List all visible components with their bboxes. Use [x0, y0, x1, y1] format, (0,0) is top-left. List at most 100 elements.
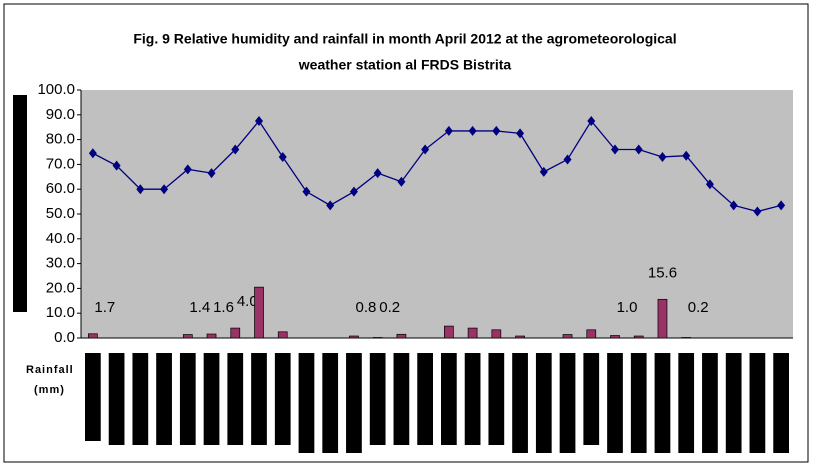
- y-tick-label: 40.0: [46, 230, 75, 247]
- plot-background: [81, 90, 793, 338]
- table-cell: [583, 353, 600, 445]
- y-tick-label: 90.0: [46, 106, 75, 123]
- y-tick-label: 100.0: [37, 81, 75, 98]
- humidity-marker: [231, 144, 240, 155]
- humidity-marker: [421, 144, 430, 155]
- humidity-marker: [183, 164, 192, 175]
- rainfall-bar: [491, 329, 502, 339]
- rainfall-bar: [467, 327, 478, 339]
- table-cell: [203, 353, 220, 445]
- rainfall-bar: [349, 335, 359, 339]
- humidity-marker: [255, 116, 263, 126]
- data-label: 1.7: [94, 299, 115, 316]
- humidity-marker: [658, 151, 667, 162]
- rainfall-bar: [610, 335, 620, 339]
- data-label: 0.8: [356, 299, 377, 316]
- humidity-marker: [326, 200, 335, 211]
- table-cell: [773, 353, 789, 453]
- chart-title: Fig. 9 Relative humidity and rainfall in…: [133, 31, 676, 47]
- rainfall-bar: [277, 331, 288, 339]
- humidity-marker: [207, 168, 216, 179]
- humidity-marker: [729, 200, 738, 211]
- table-cell: [85, 353, 101, 441]
- table-cell: [488, 353, 505, 445]
- table-cell: [702, 353, 718, 453]
- humidity-marker: [516, 128, 525, 139]
- humidity-marker: [444, 125, 453, 136]
- y-tick-label: 70.0: [46, 155, 75, 172]
- humidity-marker: [753, 206, 762, 217]
- table-cell: [108, 353, 125, 445]
- table-header: Rainfall: [26, 364, 74, 376]
- humidity-marker: [777, 200, 786, 211]
- y-tick-label: 30.0: [46, 255, 75, 272]
- rainfall-bar: [515, 335, 525, 339]
- y-tick-label: 0.0: [54, 329, 75, 346]
- data-label: 0.2: [688, 299, 709, 316]
- table-cell: [369, 353, 386, 445]
- rainfall-bar: [562, 334, 573, 339]
- table-cell: [346, 353, 362, 453]
- humidity-marker: [539, 166, 548, 177]
- table-cell: [441, 353, 457, 445]
- humidity-marker: [160, 184, 169, 195]
- table-cell: [156, 353, 172, 445]
- y-tick-label: 10.0: [46, 304, 75, 321]
- table-cell: [725, 353, 742, 453]
- rainfall-bar: [444, 325, 454, 339]
- table-cell: [393, 353, 410, 445]
- humidity-marker: [373, 168, 382, 179]
- rainfall-bar: [206, 333, 217, 339]
- table-cell: [630, 353, 647, 453]
- data-label: 1.0: [617, 299, 638, 316]
- table-cell: [464, 353, 481, 445]
- table-cell: [322, 353, 339, 453]
- table-cell: [654, 353, 671, 453]
- humidity-marker: [563, 154, 572, 165]
- table-cell: [749, 353, 766, 453]
- humidity-marker: [705, 179, 714, 190]
- humidity-line: [92, 119, 782, 213]
- rainfall-bar: [230, 327, 241, 339]
- table-cell: [132, 353, 149, 445]
- y-tick-label: 50.0: [46, 205, 75, 222]
- data-label: 0.2: [379, 299, 400, 316]
- table-cell: [417, 353, 433, 445]
- data-label: 15.6: [648, 264, 677, 281]
- rainfall-bar: [657, 298, 668, 339]
- y-tick-label: 20.0: [46, 279, 75, 296]
- humidity-marker: [88, 148, 97, 159]
- table-cell: [274, 353, 291, 445]
- data-label: 1.6: [213, 299, 234, 316]
- data-label: 1.4: [189, 299, 210, 316]
- chart-title: weather station al FRDS Bistrita: [298, 57, 512, 73]
- table-cell: [678, 353, 695, 453]
- data-label: 4.0: [237, 293, 258, 310]
- table-cell: [559, 353, 576, 453]
- humidity-marker: [397, 176, 406, 187]
- rainfall-bar: [254, 286, 264, 339]
- rainfall-bar: [88, 333, 98, 339]
- table-cell: [179, 353, 196, 445]
- table-cell: [227, 353, 244, 445]
- humidity-marker: [136, 184, 145, 195]
- humidity-marker: [587, 116, 596, 126]
- y-tick-label: 80.0: [46, 131, 75, 148]
- humidity-marker: [349, 186, 358, 197]
- humidity-marker: [112, 160, 121, 171]
- humidity-marker: [611, 144, 619, 155]
- table-cell: [607, 353, 623, 453]
- table-cell: [298, 353, 315, 453]
- humidity-marker: [634, 144, 643, 155]
- rainfall-bar: [182, 334, 193, 339]
- humidity-marker: [682, 150, 691, 161]
- table-header: (mm): [34, 384, 65, 396]
- humidity-marker: [492, 125, 501, 136]
- table-cell: [535, 353, 552, 453]
- table-cell: [251, 353, 267, 445]
- y-tick-label: 60.0: [46, 180, 75, 197]
- humidity-marker: [468, 125, 477, 136]
- rainfall-bar: [586, 329, 597, 339]
- legend-box: [13, 95, 27, 312]
